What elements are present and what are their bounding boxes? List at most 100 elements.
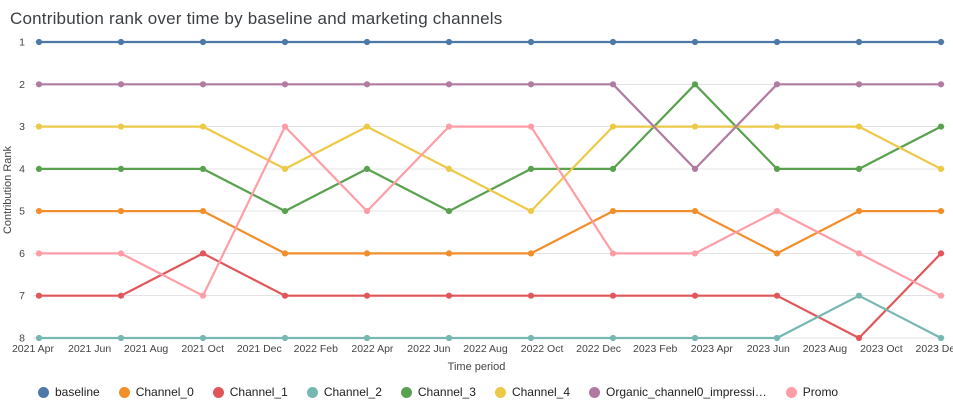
series-point[interactable] <box>35 38 43 46</box>
series-point[interactable] <box>199 38 207 46</box>
series-point[interactable] <box>773 165 781 172</box>
series-point[interactable] <box>363 123 371 130</box>
series-point[interactable] <box>363 208 371 215</box>
series-point[interactable] <box>691 208 699 215</box>
series-point[interactable] <box>281 81 289 88</box>
series-point[interactable] <box>527 165 535 172</box>
series-point[interactable] <box>445 123 453 130</box>
series-point[interactable] <box>35 334 43 342</box>
series-point[interactable] <box>527 250 535 257</box>
series-point[interactable] <box>35 250 43 257</box>
series-point[interactable] <box>855 292 863 299</box>
series-point[interactable] <box>445 38 453 46</box>
series-point[interactable] <box>445 250 453 257</box>
series-point[interactable] <box>937 208 945 215</box>
series-point[interactable] <box>445 334 453 342</box>
legend-item-2[interactable]: Channel_1 <box>212 385 288 399</box>
series-point[interactable] <box>527 292 535 299</box>
series-point[interactable] <box>855 208 863 215</box>
series-point[interactable] <box>937 81 945 88</box>
series-point[interactable] <box>445 81 453 88</box>
series-point[interactable] <box>117 292 125 299</box>
series-point[interactable] <box>773 334 781 342</box>
series-point[interactable] <box>937 250 945 257</box>
series-point[interactable] <box>35 292 43 299</box>
series-point[interactable] <box>691 123 699 130</box>
series-point[interactable] <box>609 250 617 257</box>
series-point[interactable] <box>199 334 207 342</box>
series-point[interactable] <box>117 123 125 130</box>
series-point[interactable] <box>117 165 125 172</box>
legend-item-3[interactable]: Channel_2 <box>306 385 382 399</box>
series-point[interactable] <box>937 123 945 130</box>
series-point[interactable] <box>937 165 945 172</box>
series-point[interactable] <box>855 81 863 88</box>
series-point[interactable] <box>281 250 289 257</box>
series-point[interactable] <box>117 208 125 215</box>
series-point[interactable] <box>773 38 781 46</box>
series-point[interactable] <box>527 81 535 88</box>
series-point[interactable] <box>527 334 535 342</box>
series-point[interactable] <box>527 208 535 215</box>
series-point[interactable] <box>773 250 781 257</box>
series-point[interactable] <box>609 123 617 130</box>
legend-item-5[interactable]: Channel_4 <box>494 385 570 399</box>
series-point[interactable] <box>363 292 371 299</box>
series-point[interactable] <box>691 292 699 299</box>
series-point[interactable] <box>609 165 617 172</box>
series-point[interactable] <box>363 38 371 46</box>
series-point[interactable] <box>609 334 617 342</box>
series-point[interactable] <box>35 208 43 215</box>
series-point[interactable] <box>773 208 781 215</box>
series-point[interactable] <box>445 208 453 215</box>
series-point[interactable] <box>35 165 43 172</box>
series-point[interactable] <box>445 292 453 299</box>
series-point[interactable] <box>855 38 863 46</box>
series-point[interactable] <box>855 250 863 257</box>
series-point[interactable] <box>855 123 863 130</box>
series-point[interactable] <box>35 123 43 130</box>
series-point[interactable] <box>281 123 289 130</box>
series-point[interactable] <box>937 38 945 46</box>
series-point[interactable] <box>937 292 945 299</box>
series-point[interactable] <box>281 208 289 215</box>
series-point[interactable] <box>363 165 371 172</box>
series-point[interactable] <box>691 165 699 172</box>
series-point[interactable] <box>773 123 781 130</box>
series-point[interactable] <box>117 334 125 342</box>
series-point[interactable] <box>609 208 617 215</box>
series-point[interactable] <box>609 81 617 88</box>
series-point[interactable] <box>199 292 207 299</box>
series-point[interactable] <box>691 334 699 342</box>
legend-item-4[interactable]: Channel_3 <box>400 385 476 399</box>
series-point[interactable] <box>855 165 863 172</box>
series-point[interactable] <box>691 81 699 88</box>
series-point[interactable] <box>609 38 617 46</box>
legend-item-1[interactable]: Channel_0 <box>118 385 194 399</box>
series-point[interactable] <box>691 38 699 46</box>
series-point[interactable] <box>199 208 207 215</box>
legend-item-0[interactable]: baseline <box>38 385 100 399</box>
series-point[interactable] <box>199 123 207 130</box>
series-point[interactable] <box>363 334 371 342</box>
series-point[interactable] <box>117 38 125 46</box>
series-point[interactable] <box>117 81 125 88</box>
series-point[interactable] <box>937 334 945 342</box>
series-point[interactable] <box>199 81 207 88</box>
series-point[interactable] <box>773 292 781 299</box>
series-point[interactable] <box>117 250 125 257</box>
series-point[interactable] <box>445 165 453 172</box>
series-point[interactable] <box>281 38 289 46</box>
series-point[interactable] <box>199 165 207 172</box>
series-point[interactable] <box>363 81 371 88</box>
series-point[interactable] <box>281 165 289 172</box>
series-point[interactable] <box>281 292 289 299</box>
series-point[interactable] <box>363 250 371 257</box>
series-point[interactable] <box>527 38 535 46</box>
series-point[interactable] <box>199 250 207 257</box>
legend-item-6[interactable]: Organic_channel0_impressi… <box>589 385 767 399</box>
legend-item-7[interactable]: Promo <box>785 385 838 399</box>
series-point[interactable] <box>691 250 699 257</box>
series-point[interactable] <box>35 81 43 88</box>
